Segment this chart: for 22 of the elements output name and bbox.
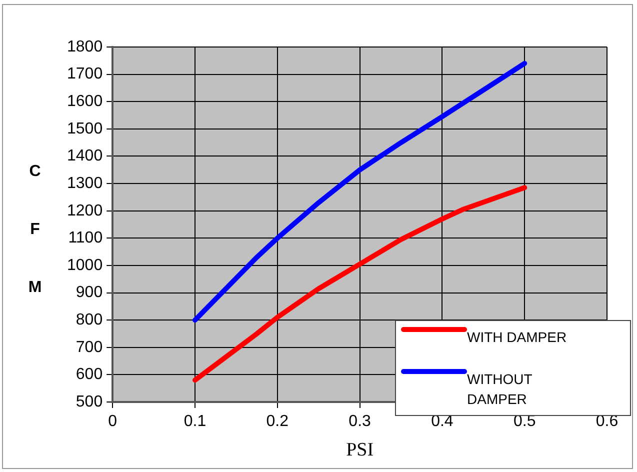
x-tick-label: 0.3 xyxy=(348,413,372,430)
y-tick-label: 1700 xyxy=(67,66,103,83)
y-tick-label: 1200 xyxy=(67,202,103,220)
x-tick-label: 0.1 xyxy=(184,413,206,430)
y-tick-label: 1100 xyxy=(68,230,103,247)
y-tick-label: 500 xyxy=(76,393,103,410)
x-tick-label: 0.2 xyxy=(266,413,289,430)
legend-label: WITH DAMPER xyxy=(467,328,568,347)
y-tick-label: 900 xyxy=(76,284,103,302)
y-tick-label: 1500 xyxy=(67,120,103,138)
text: CFM xyxy=(28,163,42,296)
y-tick-label: 1400 xyxy=(67,148,103,165)
y-tick-label: 600 xyxy=(76,366,103,384)
x-tick-label: 0 xyxy=(108,413,118,430)
x-axis-title: PSI xyxy=(346,440,374,461)
y-tick-label: 700 xyxy=(76,338,103,356)
y-tick-label: 1000 xyxy=(67,256,103,274)
legend-label: WITHOUT DAMPER xyxy=(467,370,534,409)
y-tick-label: 800 xyxy=(76,311,103,328)
y-tick-label: 1300 xyxy=(67,174,103,192)
y-tick-label: 1800 xyxy=(67,38,103,56)
y-tick-label: 1600 xyxy=(67,93,103,110)
